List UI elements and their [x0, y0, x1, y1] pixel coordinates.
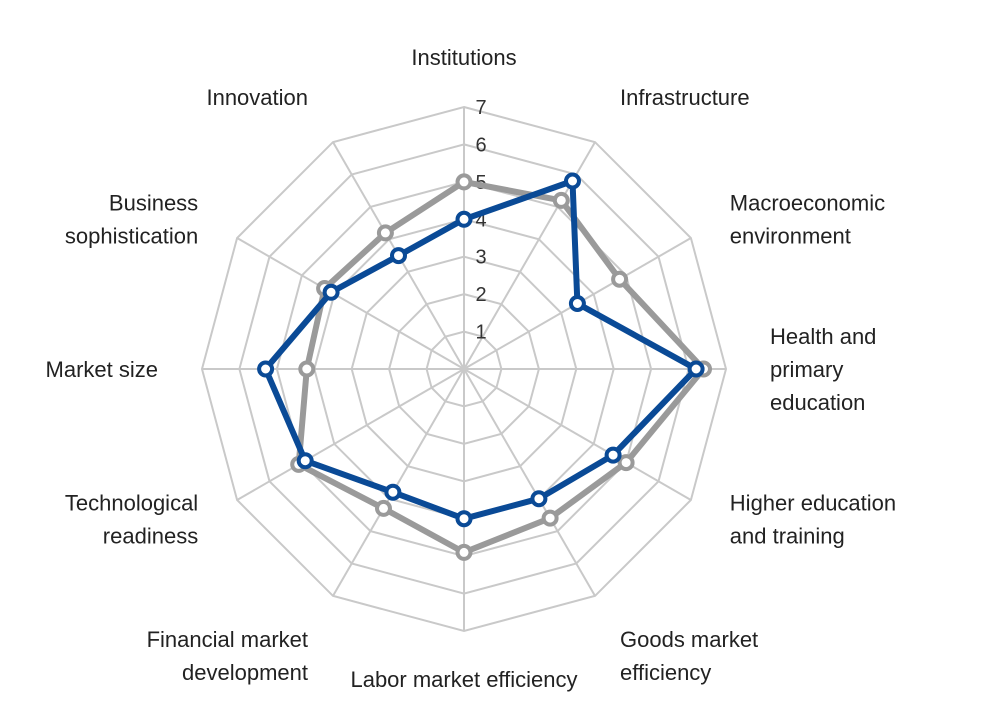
axis-label-5-line-0: Goods market	[620, 627, 758, 652]
series-1-point-0	[455, 210, 473, 228]
tick-label-6: 6	[475, 134, 486, 156]
series-0-point-0	[455, 173, 473, 191]
series-1-point-8	[296, 452, 314, 470]
axis-label-10-line-0: Business	[109, 191, 198, 216]
grid-spoke-5	[463, 368, 596, 597]
axis-label-1-line-0: Infrastructure	[620, 85, 750, 110]
axis-label-2-line-1: environment	[730, 224, 851, 249]
series-1-point-10	[322, 283, 340, 301]
axis-label-3-line-2: education	[770, 390, 865, 415]
series-0-point-6	[455, 543, 473, 561]
axis-label-4-line-0: Higher education	[730, 491, 896, 516]
axis-label-7: Financial market development	[147, 627, 308, 685]
series-1-point-1	[564, 172, 581, 190]
series-1-point-7	[384, 483, 402, 501]
axis-label-0-line-0: Institutions	[411, 45, 516, 70]
series-1-point-11	[390, 247, 407, 265]
series-0-point-5	[541, 509, 559, 527]
axis-label-10: Business sophistication	[65, 191, 198, 249]
grid-spoke-8	[236, 368, 465, 501]
axis-label-5: Goods market efficiency	[620, 627, 758, 685]
series-0-point-11	[376, 224, 394, 242]
axis-label-10-line-1: sophistication	[65, 224, 198, 249]
series-1-point-4	[604, 446, 622, 464]
axis-label-6: Labor market efficiency	[350, 667, 577, 692]
axis-label-4: Higher education and training	[730, 491, 896, 549]
axis-label-6-line-0: Labor market efficiency	[350, 667, 577, 692]
series-1-point-2	[568, 295, 586, 312]
axis-label-7-line-1: development	[182, 660, 308, 685]
tick-label-2: 2	[475, 284, 486, 306]
series-0-point-2	[611, 270, 629, 288]
axis-label-8: Technological readiness	[65, 491, 198, 549]
tick-label-3: 3	[475, 247, 486, 269]
axis-labels: Institutions Infrastructure Macroeconomic e…	[46, 45, 897, 692]
axis-label-1: Infrastructure	[620, 85, 750, 110]
axis-label-3-line-0: Health and	[770, 324, 876, 349]
series-0-point-7	[375, 499, 392, 517]
tick-label-4: 4	[475, 209, 486, 231]
series-1-point-5	[530, 490, 548, 508]
series-1-point-9	[257, 360, 275, 378]
grid-spoke-7	[332, 368, 465, 597]
axis-label-8-line-0: Technological	[65, 491, 198, 516]
series-0-point-1	[552, 191, 570, 209]
series-0-point-4	[617, 454, 635, 472]
axis-label-8-line-1: readiness	[103, 524, 198, 549]
grid-spoke-10	[236, 237, 465, 370]
axis-label-9-line-0: Market size	[46, 357, 158, 382]
series-1-point-6	[455, 510, 473, 528]
tick-label-1: 1	[475, 322, 486, 344]
radar-series	[257, 172, 712, 561]
grid-spoke-4	[463, 368, 692, 501]
axis-label-5-line-1: efficiency	[620, 660, 711, 685]
series-1-point-3	[687, 360, 705, 378]
axis-label-2-line-0: Macroeconomic	[730, 191, 885, 216]
axis-label-4-line-1: and training	[730, 524, 845, 549]
axis-label-3-line-1: primary	[770, 357, 843, 382]
axis-label-11-line-0: Innovation	[206, 85, 308, 110]
axis-label-9: Market size	[46, 357, 158, 382]
tick-label-7: 7	[475, 97, 486, 119]
axis-label-2: Macroeconomic environment	[730, 191, 885, 249]
series-0-point-9	[298, 360, 316, 378]
axis-label-0: Institutions	[411, 45, 516, 70]
axis-label-11: Innovation	[206, 85, 308, 110]
axis-label-3: Health and primary education	[770, 324, 876, 415]
axis-label-7-line-0: Financial market	[147, 627, 308, 652]
